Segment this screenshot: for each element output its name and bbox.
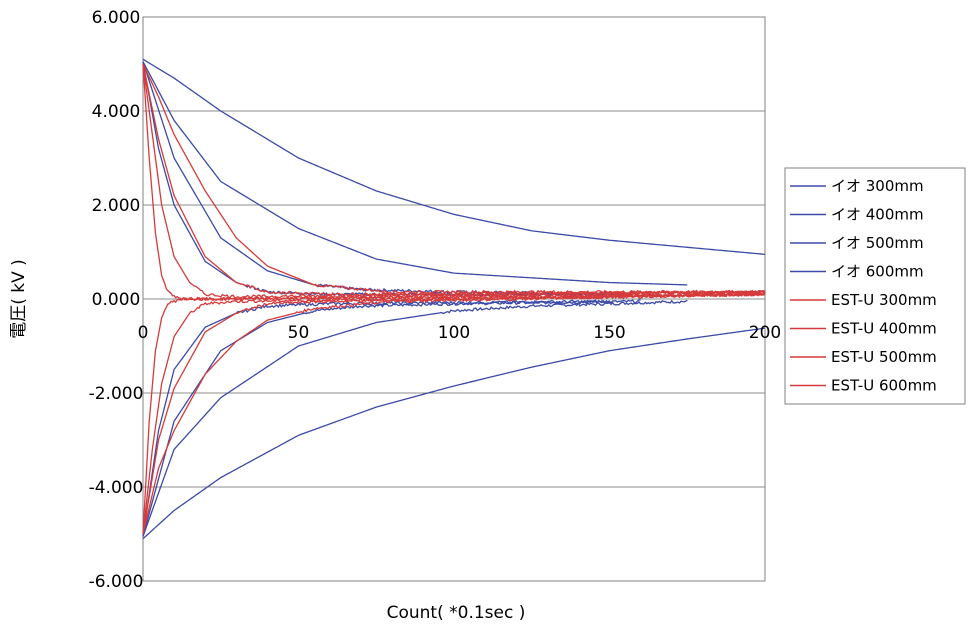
x-axis-ticks: 0 50 100 150 200 [138, 323, 782, 343]
y-tick-label: -4.000 [89, 478, 144, 498]
series-line-7-negative [142, 292, 766, 535]
legend-box [784, 167, 966, 405]
y-tick-label: 6.000 [92, 8, 141, 28]
x-tick-label: 150 [593, 323, 625, 343]
x-axis-title: Count( *0.1sec ) [387, 603, 526, 623]
series-line-2-positive [142, 61, 688, 286]
series-line-3-negative [142, 299, 641, 537]
legend-label: EST-U 400mm [831, 320, 937, 338]
legend-label: イオ 500mm [831, 234, 924, 252]
series-line-8-negative [142, 292, 766, 535]
y-axis-ticks: 6.000 4.000 2.000 0.000 -2.000 -4.000 -6.000 [89, 8, 144, 592]
y-tick-label: 4.000 [92, 102, 141, 122]
series-line-1-negative [142, 327, 766, 540]
legend-label: イオ 400mm [831, 206, 924, 224]
legend-label: EST-U 500mm [831, 348, 937, 366]
series-line-2-negative [142, 299, 688, 537]
legend-label: イオ 600mm [831, 263, 924, 281]
series-line-4-negative [142, 299, 611, 537]
y-axis-title: 電圧( kV ) [9, 259, 29, 339]
x-tick-label: 200 [749, 323, 781, 343]
legend-label: EST-U 300mm [831, 291, 937, 309]
legend-label: イオ 300mm [831, 177, 924, 195]
x-tick-label: 50 [288, 323, 310, 343]
legend: イオ 300mm イオ 400mm イオ 500mm イオ 600mm EST-U 30… [784, 167, 966, 405]
x-tick-label: 100 [438, 323, 470, 343]
y-tick-label: -6.000 [89, 572, 144, 592]
series-layer [142, 58, 766, 540]
series-line-1-positive [142, 58, 766, 255]
legend-label: EST-U 600mm [831, 377, 937, 395]
y-tick-label: -2.000 [89, 384, 144, 404]
y-tick-label: 0.000 [92, 290, 141, 310]
y-tick-label: 2.000 [92, 196, 141, 216]
x-tick-label: 0 [138, 323, 149, 343]
